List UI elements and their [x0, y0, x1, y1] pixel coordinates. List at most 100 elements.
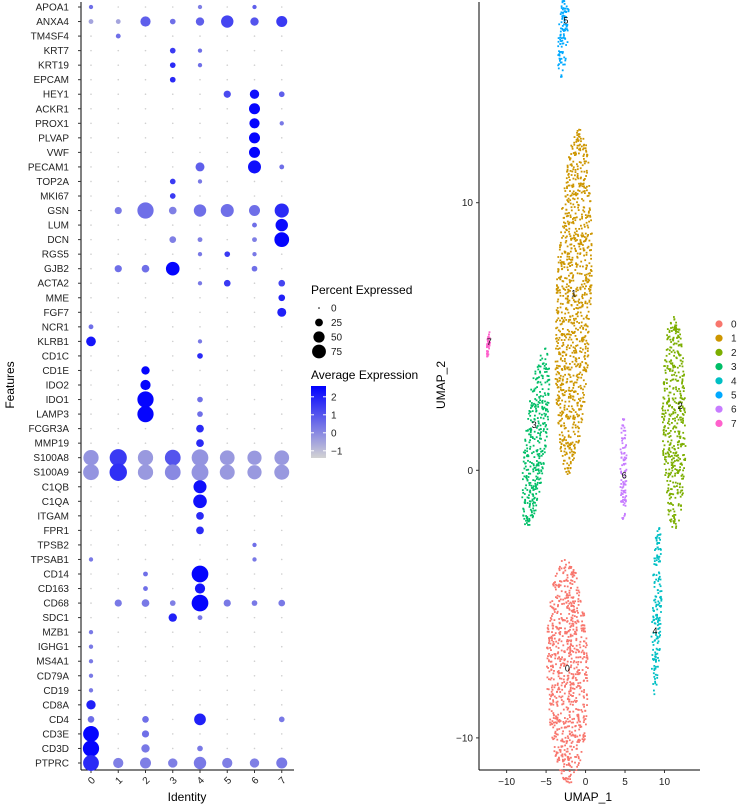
- dot-point: [114, 206, 122, 215]
- dot-point-empty: [226, 718, 229, 721]
- umap-point: [589, 303, 592, 306]
- umap-point: [681, 381, 683, 384]
- umap-point: [622, 437, 624, 440]
- umap-point: [656, 555, 659, 558]
- umap-point: [537, 405, 540, 408]
- umap-cluster-label: 2: [678, 401, 683, 411]
- dot-point-empty: [280, 645, 283, 648]
- umap-point: [657, 556, 660, 558]
- umap-point: [555, 402, 558, 404]
- dot-point-empty: [144, 122, 147, 125]
- umap-point: [577, 669, 579, 672]
- umap-point: [679, 392, 682, 395]
- umap-point: [559, 51, 562, 53]
- dot-point-empty: [144, 704, 147, 706]
- umap-point: [535, 492, 538, 495]
- umap-point: [546, 647, 549, 650]
- dot-point-empty: [199, 93, 201, 96]
- dot-point: [196, 424, 204, 433]
- umap-point: [580, 624, 583, 627]
- dot-point: [141, 744, 150, 753]
- umap-point: [534, 482, 537, 485]
- umap-point: [582, 235, 585, 238]
- umap-point: [680, 475, 683, 477]
- umap-point: [667, 422, 669, 424]
- umap-point: [674, 481, 677, 484]
- umap-point: [561, 688, 564, 691]
- dot-point: [168, 206, 177, 215]
- dot-point-empty: [226, 674, 229, 677]
- umap-point: [569, 290, 571, 292]
- umap-point: [571, 441, 574, 444]
- umap-point: [551, 720, 554, 722]
- umap-point: [532, 468, 535, 471]
- dot-point-empty: [117, 151, 120, 154]
- umap-point: [669, 415, 672, 417]
- umap-point: [666, 490, 669, 492]
- umap-point: [582, 400, 584, 403]
- umap-point: [583, 719, 586, 721]
- umap-point: [563, 662, 566, 665]
- umap-point: [575, 701, 577, 703]
- umap-point: [558, 639, 560, 642]
- umap-point: [569, 764, 572, 767]
- umap-point: [560, 51, 563, 53]
- umap-point: [581, 295, 583, 298]
- umap-point: [534, 509, 537, 512]
- umap-point: [578, 272, 581, 275]
- umap-point: [578, 306, 581, 309]
- umap-point: [561, 207, 563, 210]
- umap-point: [655, 660, 657, 662]
- umap-point: [557, 270, 559, 273]
- umap-point: [555, 584, 558, 587]
- umap-point: [572, 600, 575, 603]
- umap-point: [563, 333, 566, 336]
- dot-point-empty: [226, 384, 229, 386]
- umap-point: [571, 733, 574, 736]
- umap-point: [666, 338, 669, 341]
- umap-point: [566, 473, 569, 475]
- umap-point: [569, 390, 572, 392]
- umap-point: [589, 200, 591, 203]
- umap-point: [567, 301, 570, 304]
- dot-point-empty: [226, 544, 229, 546]
- umap-point: [559, 598, 562, 601]
- umap-point: [681, 398, 684, 400]
- umap-point: [582, 629, 585, 631]
- umap-point: [574, 212, 577, 215]
- umap-point: [535, 475, 538, 478]
- dot-point-empty: [253, 718, 256, 721]
- umap-point: [587, 330, 590, 333]
- umap-point: [676, 350, 679, 353]
- umap-point: [572, 395, 574, 398]
- umap-point: [571, 726, 574, 729]
- umap-point: [571, 573, 574, 576]
- dot-point-empty: [280, 558, 283, 561]
- umap-point: [589, 215, 592, 218]
- umap-point: [576, 286, 579, 289]
- dot-point-empty: [199, 674, 201, 677]
- umap-point: [668, 432, 671, 434]
- umap-point: [572, 459, 574, 461]
- umap-point: [538, 428, 541, 431]
- umap-point: [545, 435, 548, 438]
- dot-point-empty: [226, 6, 229, 8]
- umap-point: [563, 675, 566, 677]
- umap-point: [571, 184, 573, 187]
- umap-point: [557, 651, 560, 654]
- umap-point: [582, 206, 585, 209]
- umap-point: [577, 139, 580, 142]
- umap-point: [587, 310, 590, 313]
- umap-point: [575, 686, 578, 689]
- dot-point-empty: [253, 369, 256, 372]
- umap-point: [570, 640, 572, 643]
- umap-point: [546, 415, 549, 418]
- umap-point: [561, 417, 563, 420]
- umap-point: [683, 407, 685, 410]
- umap-point: [562, 700, 565, 703]
- umap-point: [567, 184, 570, 187]
- umap-point: [674, 496, 677, 499]
- umap-point: [623, 446, 626, 449]
- cluster-legend-label: 4: [731, 376, 737, 387]
- umap-point: [623, 491, 625, 493]
